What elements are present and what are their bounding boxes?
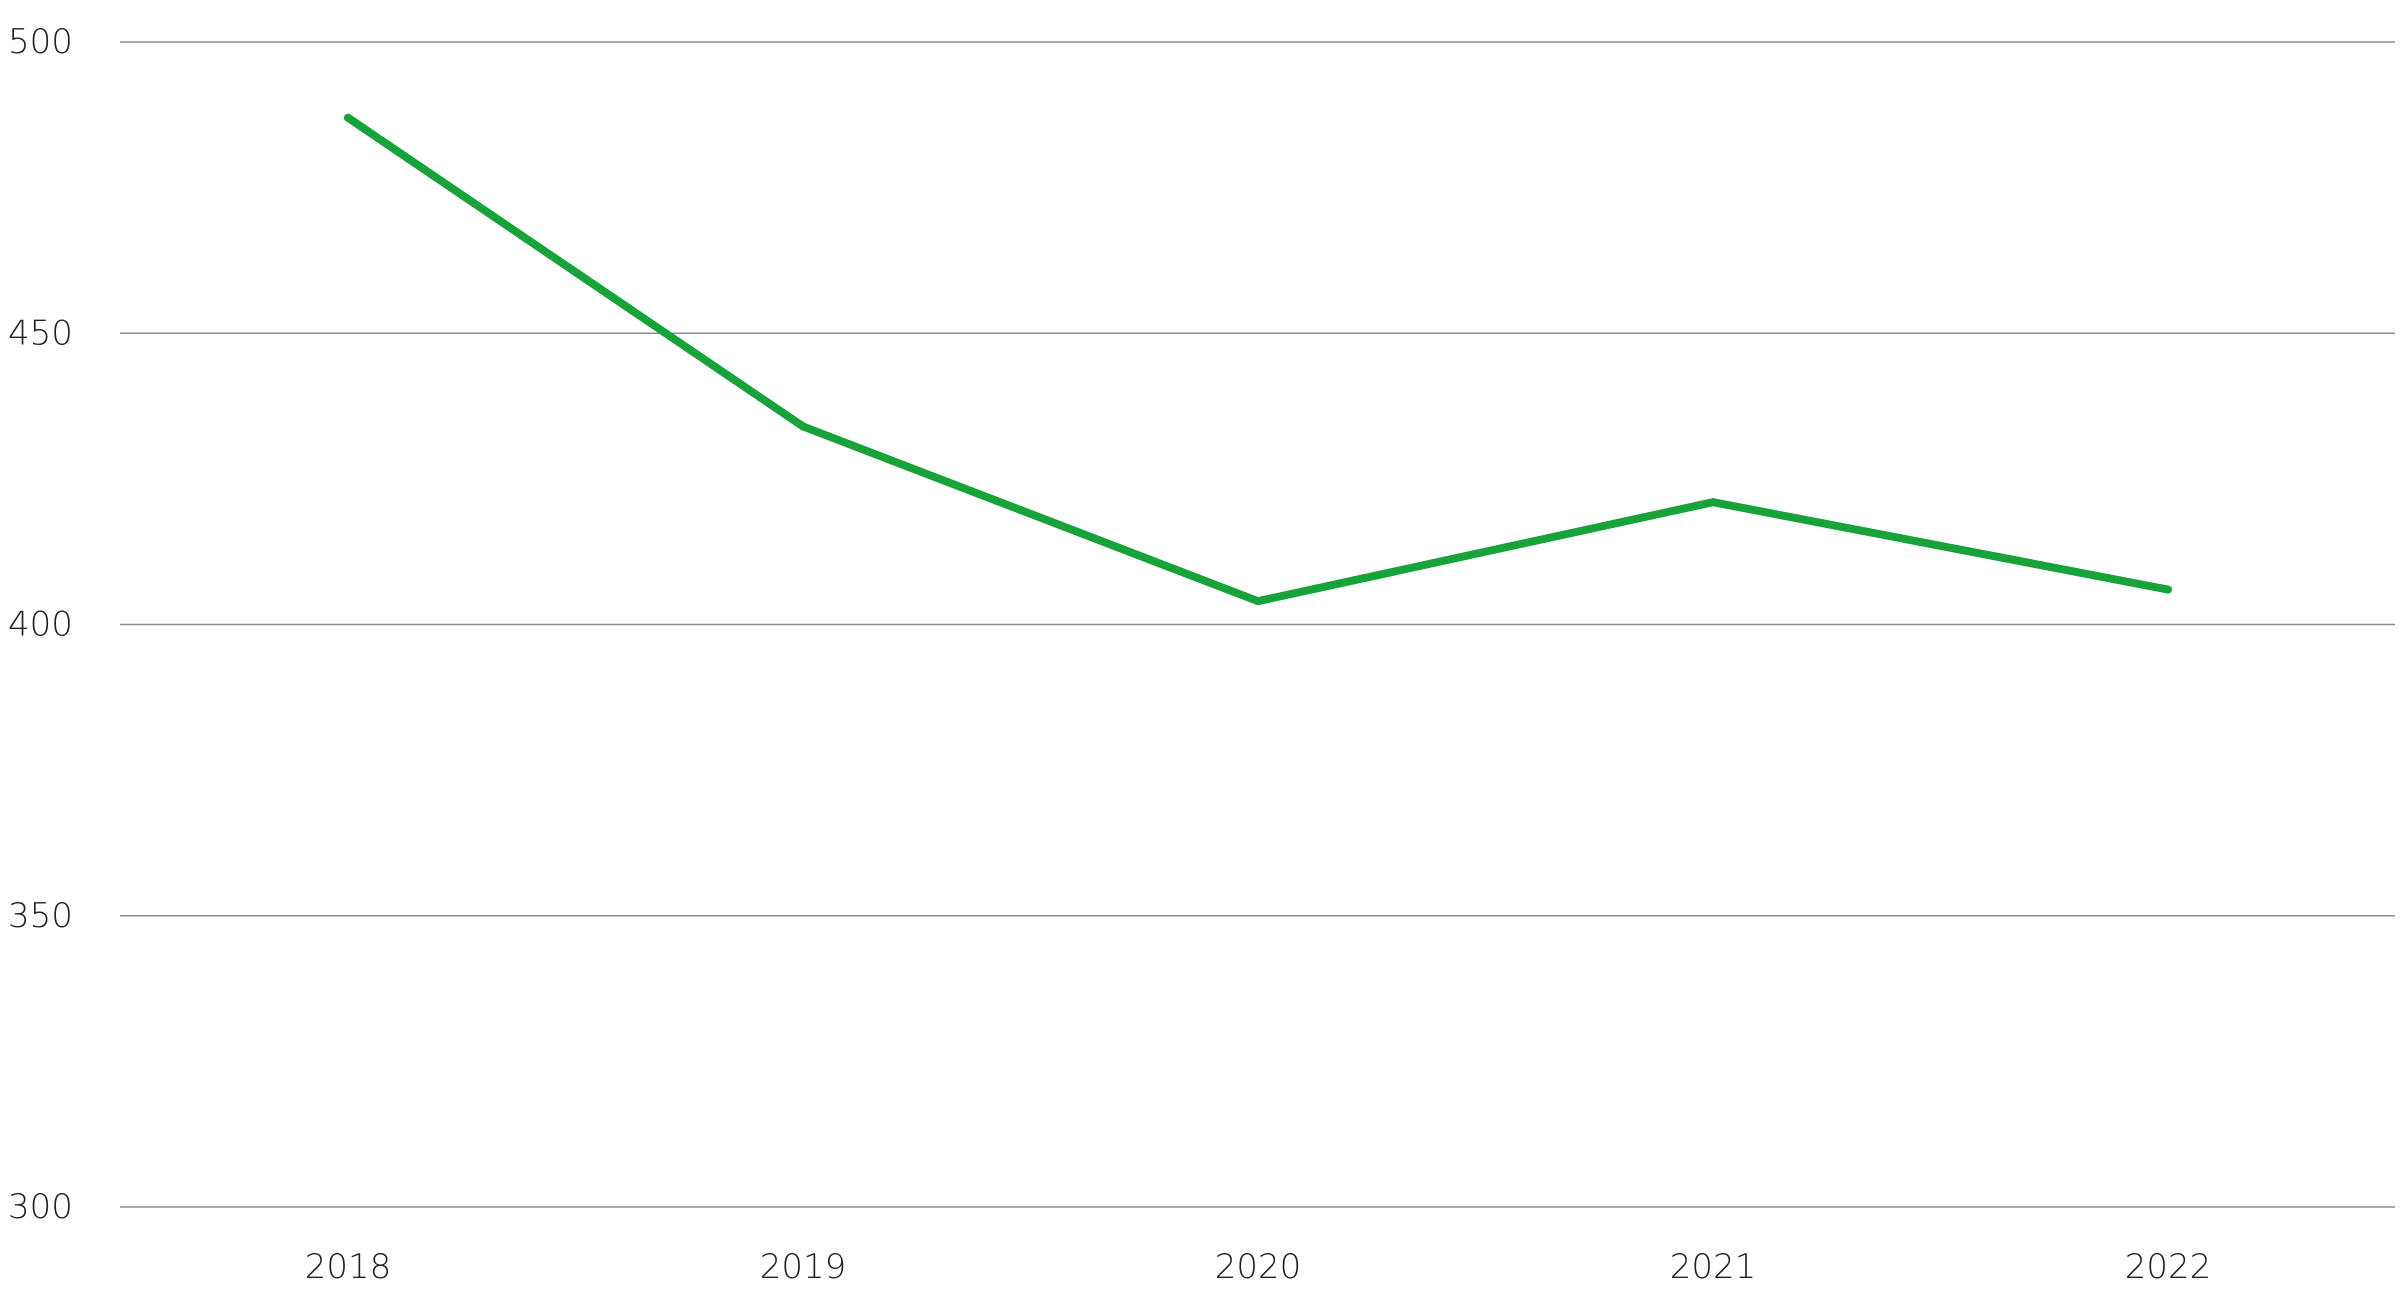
y-tick-label-500: 500 bbox=[8, 22, 73, 62]
y-tick-label-450: 450 bbox=[8, 313, 73, 353]
series-line-0 bbox=[344, 113, 2172, 606]
data-point-2018 bbox=[344, 113, 352, 122]
y-axis-tick-labels: 300 350 400 450 500 bbox=[8, 22, 73, 1227]
y-tick-label-400: 400 bbox=[8, 605, 73, 645]
x-tick-label-2018: 2018 bbox=[305, 1247, 392, 1287]
gridlines bbox=[120, 41, 2395, 1208]
y-tick-label-300: 300 bbox=[8, 1187, 73, 1227]
series-group bbox=[344, 113, 2172, 606]
data-point-2020 bbox=[1254, 597, 1262, 606]
data-point-2021 bbox=[1709, 498, 1717, 507]
x-tick-label-2019: 2019 bbox=[760, 1247, 847, 1287]
x-tick-label-2022: 2022 bbox=[2125, 1247, 2212, 1287]
x-axis-tick-labels: 2018 2019 2020 2021 2022 bbox=[305, 1247, 2212, 1287]
x-tick-label-2021: 2021 bbox=[1670, 1247, 1757, 1287]
x-tick-label-2020: 2020 bbox=[1215, 1247, 1302, 1287]
data-point-2019 bbox=[799, 422, 807, 431]
y-tick-label-350: 350 bbox=[8, 896, 73, 936]
data-point-2022 bbox=[2164, 585, 2172, 594]
